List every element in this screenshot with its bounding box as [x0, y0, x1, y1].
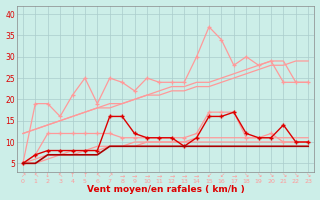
X-axis label: Vent moyen/en rafales ( km/h ): Vent moyen/en rafales ( km/h ): [87, 185, 244, 194]
